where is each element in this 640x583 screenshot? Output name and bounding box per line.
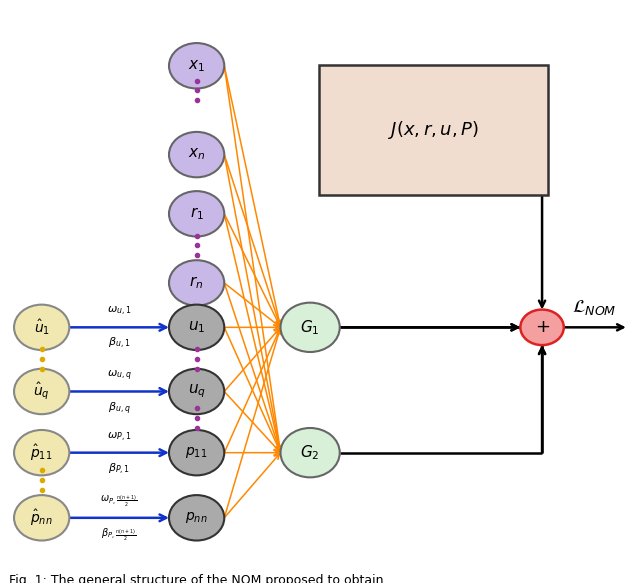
- Text: $\beta_{P,\,\frac{n(n+1)}{2}}$: $\beta_{P,\,\frac{n(n+1)}{2}}$: [101, 526, 137, 543]
- Ellipse shape: [169, 43, 224, 89]
- Text: $x_n$: $x_n$: [188, 147, 205, 163]
- Text: $\mathcal{L}_{NOM}$: $\mathcal{L}_{NOM}$: [572, 298, 616, 318]
- Text: $\beta_{u,1}$: $\beta_{u,1}$: [108, 336, 131, 352]
- Text: $\beta_{u,q}$: $\beta_{u,q}$: [108, 401, 131, 417]
- Text: Fig. 1: The general structure of the NOM proposed to obtain: Fig. 1: The general structure of the NOM…: [9, 574, 383, 583]
- Text: $\omega_{u,1}$: $\omega_{u,1}$: [107, 305, 131, 318]
- Ellipse shape: [169, 260, 224, 305]
- Text: $u_q$: $u_q$: [188, 382, 205, 401]
- Ellipse shape: [280, 303, 340, 352]
- Text: $p_{11}$: $p_{11}$: [186, 445, 208, 460]
- Text: $x_1$: $x_1$: [188, 58, 205, 73]
- Text: $J(x, r, u, P)$: $J(x, r, u, P)$: [388, 119, 479, 141]
- Ellipse shape: [14, 430, 69, 475]
- Ellipse shape: [14, 369, 69, 414]
- Text: $r_n$: $r_n$: [189, 275, 204, 292]
- Text: $u_1$: $u_1$: [188, 319, 205, 335]
- Ellipse shape: [169, 305, 224, 350]
- Ellipse shape: [169, 191, 224, 237]
- Ellipse shape: [169, 495, 224, 540]
- Text: $\omega_{P,\,\frac{n(n+1)}{2}}$: $\omega_{P,\,\frac{n(n+1)}{2}}$: [100, 494, 138, 509]
- Text: $\hat{p}_{11}$: $\hat{p}_{11}$: [31, 442, 53, 463]
- Text: $G_1$: $G_1$: [300, 318, 320, 336]
- Text: $\omega_{P,1}$: $\omega_{P,1}$: [107, 431, 131, 444]
- Ellipse shape: [14, 305, 69, 350]
- Text: $G_2$: $G_2$: [300, 443, 320, 462]
- Text: $\hat{u}_1$: $\hat{u}_1$: [33, 318, 50, 337]
- Ellipse shape: [280, 428, 340, 477]
- Text: $p_{nn}$: $p_{nn}$: [186, 510, 208, 525]
- Text: $+$: $+$: [534, 318, 550, 336]
- Ellipse shape: [520, 310, 564, 345]
- Ellipse shape: [169, 430, 224, 475]
- Ellipse shape: [169, 132, 224, 177]
- Text: $r_1$: $r_1$: [189, 205, 204, 222]
- Text: $\hat{p}_{nn}$: $\hat{p}_{nn}$: [30, 508, 53, 528]
- Text: $\beta_{P,1}$: $\beta_{P,1}$: [108, 462, 130, 477]
- Ellipse shape: [14, 495, 69, 540]
- Text: $\hat{u}_q$: $\hat{u}_q$: [33, 381, 50, 402]
- Text: $\omega_{u,q}$: $\omega_{u,q}$: [107, 368, 132, 382]
- FancyBboxPatch shape: [319, 65, 548, 195]
- Ellipse shape: [169, 369, 224, 414]
